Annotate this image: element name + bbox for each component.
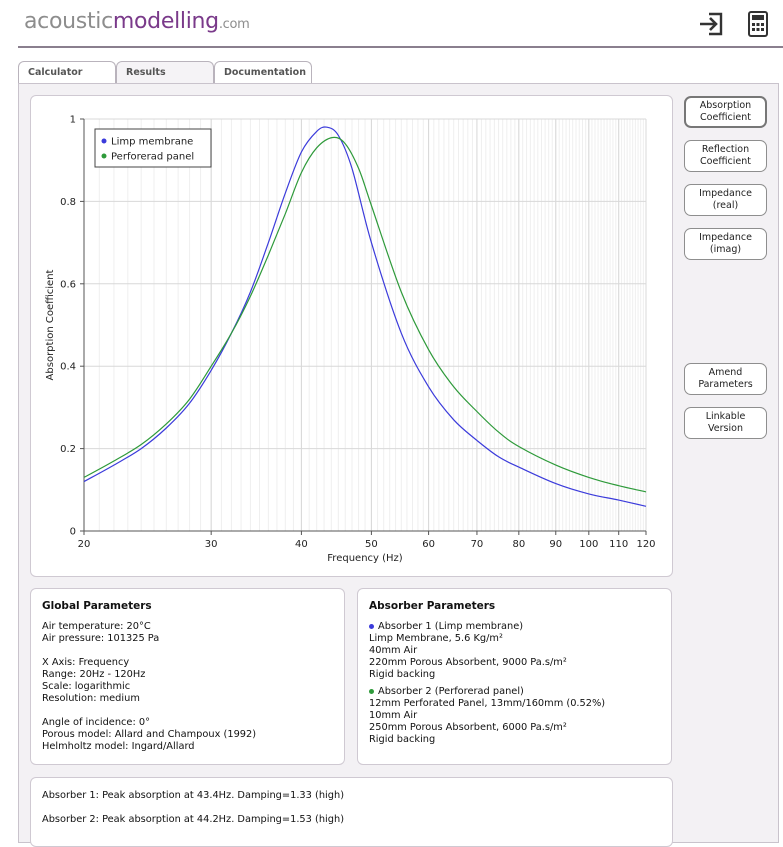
y-tick-label: 0.2: [60, 444, 76, 455]
summary-line-2: Absorber 2: Peak absorption at 44.2Hz. D…: [42, 814, 345, 825]
logo-text-3: .com: [218, 17, 250, 32]
param-line: 40mm Air: [369, 645, 418, 656]
y-tick-label: 0.4: [60, 362, 76, 373]
x-tick-label: 20: [78, 539, 91, 550]
param-line: 220mm Porous Absorbent, 9000 Pa.s/m²: [369, 657, 567, 668]
global-parameters-list: Air temperature: 20°C Air pressure: 1013…: [42, 621, 256, 753]
series-line-2: [83, 136, 647, 493]
impedance-imag-button[interactable]: Impedance (imag): [684, 228, 767, 260]
param-line: Air temperature: 20°C: [42, 621, 151, 632]
legend-marker: [101, 153, 107, 159]
x-tick-label: 120: [636, 539, 655, 550]
blue-dot-icon: [369, 623, 374, 629]
tab-label: Calculator: [28, 67, 83, 78]
param-line: Porous model: Allard and Champoux (1992): [42, 729, 257, 740]
reflection-coefficient-button[interactable]: Reflection Coefficient: [684, 140, 767, 172]
absorber-1-heading: Absorber 1 (Limp membrane): [369, 621, 605, 633]
x-tick-label: 60: [422, 539, 435, 550]
x-axis-label: Frequency (Hz): [327, 553, 403, 564]
global-parameters-card: Global Parameters Air temperature: 20°C …: [30, 588, 345, 765]
param-line: 12mm Perforated Panel, 13mm/160mm (0.52%…: [369, 698, 606, 709]
absorption-coefficient-button[interactable]: Absorption Coefficient: [684, 96, 767, 128]
param-line: Range: 20Hz - 120Hz: [42, 669, 146, 680]
y-tick-label: 0: [70, 527, 76, 538]
global-parameters-title: Global Parameters: [42, 600, 152, 612]
x-tick-label: 100: [579, 539, 598, 550]
tab-documentation[interactable]: Documentation: [214, 61, 312, 83]
logo-text-1: acoustic: [24, 9, 113, 34]
x-tick-label: 70: [471, 539, 484, 550]
param-line: Scale: logarithmic: [42, 681, 131, 692]
tab-label: Results: [126, 67, 166, 78]
x-tick-label: 40: [295, 539, 308, 550]
tab-calculator[interactable]: Calculator: [18, 61, 116, 83]
green-dot-icon: [369, 688, 374, 694]
param-line: X Axis: Frequency: [42, 657, 130, 668]
param-line: 10mm Air: [369, 710, 418, 721]
y-tick-label: 1: [70, 115, 76, 126]
legend-label: Limp membrane: [111, 137, 193, 148]
param-line: 250mm Porous Absorbent, 6000 Pa.s/m²: [369, 722, 567, 733]
summary-line-1: Absorber 1: Peak absorption at 43.4Hz. D…: [42, 790, 345, 801]
absorber-parameters-card: Absorber Parameters Absorber 1 (Limp mem…: [357, 588, 672, 765]
param-line: Helmholtz model: Ingard/Allard: [42, 741, 195, 752]
absorber-parameters-list: Absorber 1 (Limp membrane) Limp Membrane…: [369, 621, 605, 746]
site-header: acousticmodelling.com: [18, 0, 783, 48]
param-line: Rigid backing: [369, 734, 436, 745]
amend-parameters-button[interactable]: Amend Parameters: [684, 363, 767, 395]
sign-in-icon[interactable]: [697, 10, 725, 38]
param-line: Rigid backing: [369, 669, 436, 680]
calculator-icon[interactable]: [744, 10, 772, 38]
legend-label: Perforerad panel: [111, 152, 194, 163]
tab-label: Documentation: [224, 67, 306, 78]
param-line: Angle of incidence: 0°: [42, 717, 151, 728]
y-tick-label: 0.8: [60, 197, 76, 208]
impedance-real-button[interactable]: Impedance (real): [684, 184, 767, 216]
absorber-parameters-title: Absorber Parameters: [369, 600, 496, 612]
y-axis-label: Absorption Coefficient: [45, 269, 56, 380]
series-line-1: [83, 126, 647, 507]
summary-card: Absorber 1: Peak absorption at 43.4Hz. D…: [30, 777, 673, 847]
x-tick-label: 90: [549, 539, 562, 550]
absorber-2-heading: Absorber 2 (Perforerad panel): [369, 686, 605, 698]
param-line: Resolution: medium: [42, 693, 140, 704]
x-tick-label: 30: [205, 539, 218, 550]
legend-marker: [101, 138, 107, 144]
param-line: Limp Membrane, 5.6 Kg/m²: [369, 633, 503, 644]
tab-results[interactable]: Results: [116, 61, 214, 84]
site-logo[interactable]: acousticmodelling.com: [24, 9, 250, 34]
chart-legend: [94, 128, 212, 168]
x-tick-label: 80: [512, 539, 525, 550]
x-tick-label: 110: [609, 539, 628, 550]
param-line: Air pressure: 101325 Pa: [42, 633, 160, 644]
chart-card: 20 30 40 50 60 70 80 90 100 110 120 0 0.2 0.4 0.6 0.8 1 F…: [30, 95, 673, 577]
linkable-version-button[interactable]: Linkable Version: [684, 407, 767, 439]
y-tick-label: 0.6: [60, 279, 76, 290]
x-tick-label: 50: [365, 539, 378, 550]
absorption-chart: 20 30 40 50 60 70 80 90 100 110 120 0 0.2 0.4 0.6 0.8 1 F…: [45, 115, 656, 565]
logo-text-2: modelling: [112, 9, 219, 34]
